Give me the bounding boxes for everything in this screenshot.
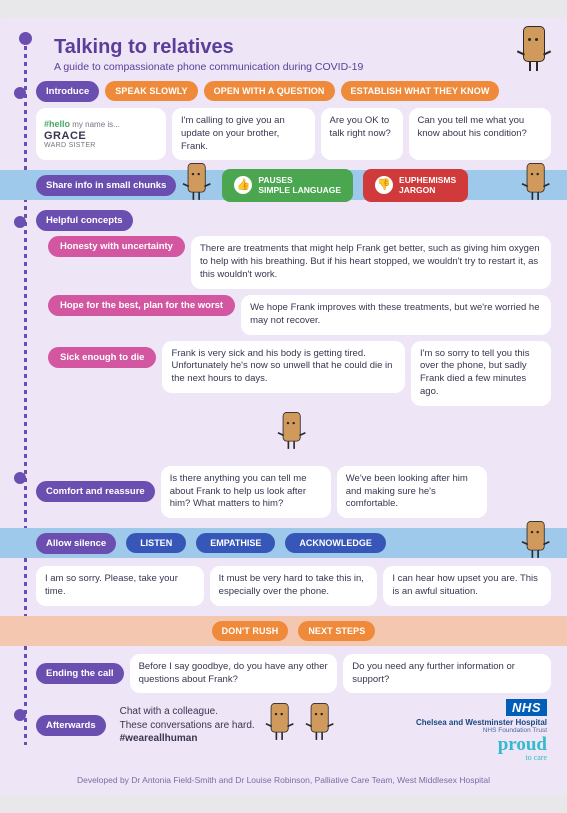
good-pill: 👍 PAUSES SIMPLE LANGUAGE: [222, 169, 353, 201]
speech-bubble: Do you need any further information or s…: [343, 654, 551, 694]
stage-label-silence: Allow silence: [36, 533, 116, 554]
section-concepts: Helpful concepts Honesty with uncertaint…: [16, 210, 551, 455]
tip-pill: OPEN WITH A QUESTION: [204, 81, 335, 101]
speech-bubble: Before I say goodbye, do you have any ot…: [130, 654, 338, 694]
speech-bubble: We hope Frank improves with these treatm…: [241, 295, 551, 335]
page-title: Talking to relatives: [54, 36, 551, 59]
section-chunks: Share info in small chunks 👍 PAUSES SIMPL…: [16, 170, 551, 200]
speech-bubble: There are treatments that might help Fra…: [191, 236, 551, 288]
stage-label-ending: Ending the call: [36, 663, 124, 684]
speech-bubble: Frank is very sick and his body is getti…: [162, 341, 405, 393]
tip-pill: ACKNOWLEDGE: [285, 533, 386, 553]
tip-pill: NEXT STEPS: [298, 621, 375, 641]
section-silence: Allow silence LISTEN EMPATHISE ACKNOWLED…: [16, 528, 551, 606]
concept-label: Hope for the best, plan for the worst: [48, 295, 235, 316]
hello-name: GRACE: [44, 130, 158, 142]
concept-label: Honesty with uncertainty: [48, 236, 185, 257]
phone-icon: [309, 703, 330, 739]
infographic-page: Talking to relatives A guide to compassi…: [0, 18, 567, 795]
section-afterwards: Afterwards Chat with a colleague. These …: [16, 703, 551, 747]
stage-label-concepts: Helpful concepts: [36, 210, 133, 231]
speech-bubble: Can you tell me what you know about his …: [409, 108, 552, 160]
phone-icon: [281, 412, 302, 448]
thumbs-down-icon: 👎: [375, 176, 393, 194]
afterwards-text: Chat with a colleague. These conversatio…: [120, 705, 255, 746]
stage-label-afterwards: Afterwards: [36, 715, 106, 736]
speech-bubble: Is there anything you can tell me about …: [161, 466, 331, 518]
header: Talking to relatives A guide to compassi…: [16, 36, 551, 73]
timeline-dot: [14, 87, 26, 99]
nhs-logo: NHS: [506, 699, 547, 716]
concept-label: Sick enough to die: [48, 347, 156, 368]
hello-role: WARD SISTER: [44, 142, 158, 149]
credit-line: Developed by Dr Antonia Field-Smith and …: [16, 775, 551, 785]
speech-bubble: Are you OK to talk right now?: [321, 108, 403, 160]
speech-bubble: I'm so sorry to tell you this over the p…: [411, 341, 551, 406]
phone-icon: [525, 163, 546, 199]
nhs-line1: Chelsea and Westminster Hospital: [416, 718, 547, 727]
afterwards-hashtag: #weareallhuman: [120, 733, 198, 744]
speech-bubble: I can hear how upset you are. This is an…: [383, 566, 551, 606]
thumbs-up-icon: 👍: [234, 176, 252, 194]
good-text: PAUSES SIMPLE LANGUAGE: [258, 175, 341, 195]
speech-bubble: I am so sorry. Please, take your time.: [36, 566, 204, 606]
phone-icon: [186, 163, 207, 199]
proud-sub: to care: [440, 753, 547, 762]
section-ending: DON'T RUSH NEXT STEPS Ending the call Be…: [16, 616, 551, 694]
stage-label-comfort: Comfort and reassure: [36, 481, 155, 502]
speech-bubble: We've been looking after him and making …: [337, 466, 487, 518]
timeline-dot: [14, 472, 26, 484]
speech-bubble: It must be very hard to take this in, es…: [210, 566, 378, 606]
section-comfort: Comfort and reassure Is there anything y…: [16, 466, 551, 518]
tip-pill: LISTEN: [126, 533, 186, 553]
timeline-dot: [14, 216, 26, 228]
bad-text: EUPHEMISMS JARGON: [399, 175, 456, 195]
stage-label-chunks: Share info in small chunks: [36, 175, 176, 196]
phone-icon: [525, 521, 546, 557]
tip-pill: EMPATHISE: [196, 533, 275, 553]
nhs-block: NHS Chelsea and Westminster Hospital NHS…: [416, 699, 547, 761]
phone-icon: [269, 703, 290, 739]
tip-pill: ESTABLISH WHAT THEY KNOW: [341, 81, 500, 101]
afterwards-line: These conversations are hard.: [120, 719, 255, 733]
speech-bubble: I'm calling to give you an update on you…: [172, 108, 315, 160]
section-introduce: Introduce SPEAK SLOWLY OPEN WITH A QUEST…: [16, 81, 551, 160]
tip-pill: SPEAK SLOWLY: [105, 81, 197, 101]
stage-label-introduce: Introduce: [36, 81, 99, 102]
hello-word: hello: [49, 119, 70, 129]
hello-card: #hello my name is... GRACE WARD SISTER: [36, 108, 166, 160]
nhs-line2: NHS Foundation Trust: [416, 727, 547, 734]
timeline-dot: [14, 709, 26, 721]
afterwards-line: Chat with a colleague.: [120, 705, 255, 719]
bad-pill: 👎 EUPHEMISMS JARGON: [363, 169, 468, 201]
tip-pill: DON'T RUSH: [212, 621, 289, 641]
proud-logo: proud: [416, 737, 547, 752]
hello-myname: my name is...: [72, 120, 120, 129]
page-subtitle: A guide to compassionate phone communica…: [54, 61, 551, 73]
